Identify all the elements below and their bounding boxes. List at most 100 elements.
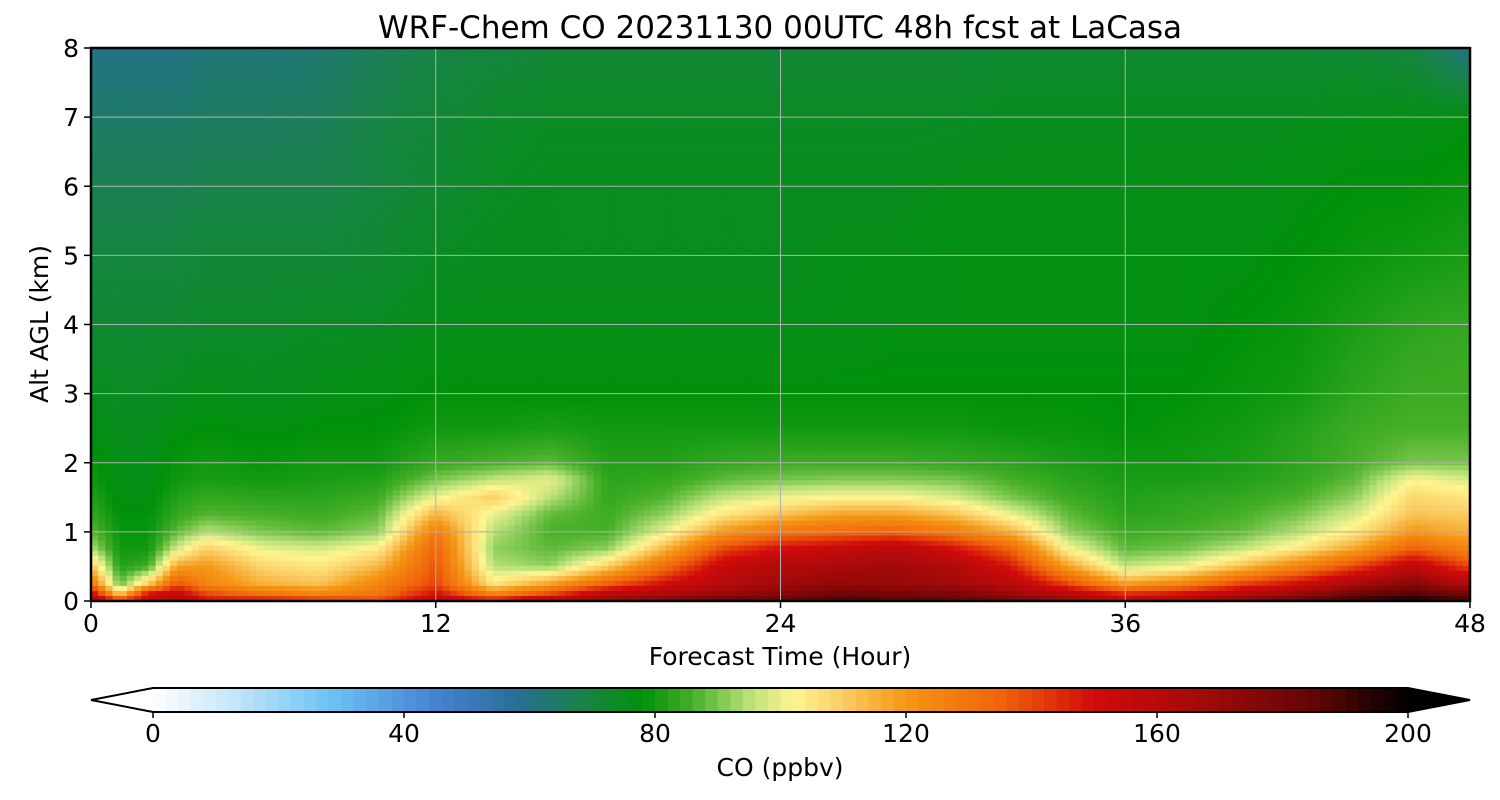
heatmap-cell — [551, 154, 559, 160]
heatmap-cell — [1025, 93, 1033, 99]
heatmap-cell — [1118, 98, 1126, 104]
heatmap-cell — [953, 144, 961, 150]
heatmap-cell — [960, 103, 968, 109]
heatmap-cell — [766, 149, 774, 155]
heatmap-cell — [924, 58, 932, 64]
heatmap-cell — [1233, 138, 1241, 144]
heatmap-cell — [816, 53, 824, 59]
heatmap-cell — [1434, 73, 1442, 79]
heatmap-cell — [788, 88, 796, 94]
heatmap-cell — [1032, 169, 1040, 175]
heatmap-cell — [1018, 93, 1026, 99]
heatmap-cell — [852, 98, 860, 104]
heatmap-cell — [1010, 73, 1018, 79]
heatmap-cell — [192, 164, 200, 170]
heatmap-cell — [867, 93, 875, 99]
heatmap-cell — [206, 138, 214, 144]
heatmap-cell — [220, 88, 228, 94]
heatmap-cell — [1039, 123, 1047, 129]
heatmap-cell — [709, 93, 717, 99]
heatmap-cell — [709, 78, 717, 84]
heatmap-cell — [1176, 159, 1184, 165]
heatmap-cell — [464, 88, 472, 94]
heatmap-cell — [773, 103, 781, 109]
heatmap-cell — [1183, 93, 1191, 99]
heatmap-cell — [1211, 83, 1219, 89]
heatmap-cell — [364, 154, 372, 160]
heatmap-cell — [701, 98, 709, 104]
heatmap-cell — [1276, 174, 1284, 180]
heatmap-cell — [809, 128, 817, 134]
heatmap-cell — [1348, 159, 1356, 165]
heatmap-cell — [156, 63, 164, 69]
heatmap-cell — [630, 83, 638, 89]
heatmap-cell — [227, 118, 235, 124]
heatmap-cell — [1154, 159, 1162, 165]
heatmap-cell — [1226, 154, 1234, 160]
heatmap-cell — [687, 98, 695, 104]
heatmap-cell — [213, 138, 221, 144]
heatmap-cell — [658, 78, 666, 84]
heatmap-cell — [579, 138, 587, 144]
heatmap-cell — [464, 113, 472, 119]
heatmap-cell — [436, 154, 444, 160]
heatmap-cell — [1075, 93, 1083, 99]
heatmap-cell — [1104, 164, 1112, 170]
heatmap-cell — [120, 78, 128, 84]
heatmap-cell — [1211, 73, 1219, 79]
heatmap-cell — [1161, 88, 1169, 94]
heatmap-cell — [1010, 93, 1018, 99]
heatmap-cell — [1276, 108, 1284, 114]
heatmap-cell — [996, 98, 1004, 104]
heatmap-cell — [960, 174, 968, 180]
heatmap-cell — [1441, 118, 1449, 124]
heatmap-cell — [256, 53, 264, 59]
heatmap-cell — [781, 113, 789, 119]
heatmap-cell — [285, 123, 293, 129]
heatmap-cell — [1183, 144, 1191, 150]
heatmap-cell — [551, 88, 559, 94]
heatmap-cell — [299, 98, 307, 104]
heatmap-cell — [644, 78, 652, 84]
heatmap-cell — [378, 133, 386, 139]
heatmap-cell — [206, 78, 214, 84]
heatmap-cell — [903, 58, 911, 64]
heatmap-cell — [1197, 98, 1205, 104]
heatmap-cell — [113, 123, 121, 129]
heatmap-cell — [838, 63, 846, 69]
heatmap-cell — [716, 103, 724, 109]
heatmap-cell — [1427, 108, 1435, 114]
heatmap-cell — [184, 73, 192, 79]
heatmap-cell — [752, 53, 760, 59]
heatmap-cell — [960, 98, 968, 104]
heatmap-cell — [1247, 123, 1255, 129]
heatmap-cell — [1427, 128, 1435, 134]
heatmap-cell — [163, 78, 171, 84]
heatmap-cell — [1032, 73, 1040, 79]
heatmap-cell — [206, 159, 214, 165]
heatmap-cell — [148, 53, 156, 59]
heatmap-cell — [1240, 133, 1248, 139]
heatmap-cell — [967, 174, 975, 180]
heatmap-cell — [917, 53, 925, 59]
heatmap-cell — [141, 103, 149, 109]
heatmap-cell — [1448, 93, 1456, 99]
heatmap-cell — [572, 103, 580, 109]
heatmap-cell — [536, 159, 544, 165]
heatmap-cell — [931, 103, 939, 109]
heatmap-cell — [1441, 98, 1449, 104]
heatmap-cell — [974, 149, 982, 155]
heatmap-cell — [737, 118, 745, 124]
heatmap-cell — [271, 63, 279, 69]
heatmap-cell — [809, 169, 817, 175]
heatmap-cell — [1348, 118, 1356, 124]
heatmap-cell — [1247, 138, 1255, 144]
heatmap-cell — [436, 58, 444, 64]
heatmap-cell — [996, 108, 1004, 114]
heatmap-cell — [1068, 108, 1076, 114]
heatmap-cell — [565, 63, 573, 69]
heatmap-cell — [1262, 58, 1270, 64]
heatmap-cell — [745, 164, 753, 170]
heatmap-cell — [292, 169, 300, 175]
heatmap-cell — [1082, 88, 1090, 94]
